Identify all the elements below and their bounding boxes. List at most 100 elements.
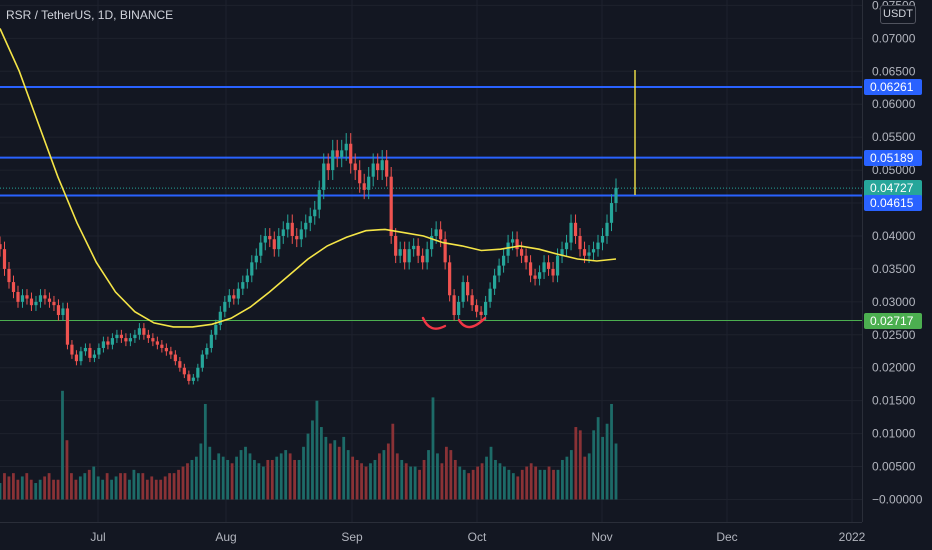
price-axis[interactable]: 0.075000.070000.065000.060000.055000.050…	[872, 0, 923, 507]
candle-body	[241, 282, 245, 289]
candle-body	[407, 249, 411, 263]
candle-body	[371, 163, 375, 177]
volume-bar	[25, 473, 29, 500]
volume-bar	[449, 450, 453, 500]
volume-bar	[605, 423, 609, 500]
volume-bar	[351, 456, 355, 500]
candle-body	[178, 361, 182, 368]
candlesticks	[0, 133, 618, 385]
candle-body	[452, 295, 456, 316]
candle-body	[398, 249, 402, 256]
volume-bar	[136, 473, 140, 500]
volume-bar	[217, 453, 221, 500]
volume-bar	[614, 443, 618, 500]
volume-bar	[177, 469, 180, 500]
volume-bar	[516, 476, 520, 500]
volume-bar	[552, 469, 555, 500]
candle-body	[344, 143, 348, 151]
candle-body	[223, 301, 227, 312]
time-tick-label: Nov	[591, 530, 612, 544]
volume-bar	[529, 463, 533, 500]
candle-body	[425, 249, 429, 263]
candle-body	[146, 334, 150, 339]
volume-bar	[163, 476, 167, 500]
candle-body	[385, 160, 389, 177]
volume-bar	[279, 453, 283, 500]
volume-bar	[453, 459, 457, 500]
candle-body	[151, 338, 155, 342]
volume-bar	[293, 459, 297, 500]
volume-bar	[257, 463, 261, 500]
volume-bar	[556, 469, 560, 500]
price-tick-label: 0.04000	[872, 229, 916, 243]
candle-body	[564, 242, 569, 250]
volume-bar	[342, 436, 346, 500]
volume-bar	[369, 463, 372, 500]
volume-bar	[168, 473, 172, 500]
candle-body	[376, 163, 380, 171]
volume-bar	[159, 479, 163, 500]
volume-bar	[422, 459, 426, 500]
candle-body	[515, 239, 519, 250]
horizontal-levels[interactable]	[0, 86, 862, 322]
volume-bar	[74, 479, 78, 500]
price-tag[interactable]: 0.04615	[864, 195, 922, 212]
volume-bars	[0, 390, 618, 500]
volume-bar	[52, 479, 55, 500]
candle-body	[358, 170, 362, 184]
volume-bar	[226, 459, 230, 500]
volume-bar	[248, 453, 252, 500]
candle-body	[38, 295, 43, 302]
volume-bar	[543, 469, 546, 500]
symbol-title: RSR / TetherUS, 1D, BINANCE	[6, 8, 174, 22]
volume-bar	[324, 436, 328, 500]
volume-bar	[199, 443, 203, 500]
candle-body	[97, 347, 101, 355]
candle-body	[286, 222, 290, 230]
volume-bar	[569, 450, 573, 500]
candle-body	[214, 324, 218, 335]
candle-body	[106, 341, 110, 345]
volume-bar	[333, 440, 337, 500]
price-tick-label: 0.00500	[872, 460, 916, 474]
volume-bar	[471, 469, 475, 500]
volume-bar	[583, 456, 587, 500]
currency-badge[interactable]: USDT	[880, 5, 916, 24]
price-tag[interactable]: 0.05189	[864, 149, 922, 166]
candle-body	[542, 262, 546, 273]
candle-body	[169, 351, 173, 355]
candle-body	[609, 203, 614, 223]
volume-bar	[34, 483, 38, 500]
candle-body	[92, 354, 97, 358]
price-tick-label: 0.03000	[872, 295, 916, 309]
price-tick-label: 0.06500	[872, 64, 916, 78]
candle-body	[133, 334, 137, 339]
candle-body	[34, 301, 38, 306]
volume-bar	[284, 450, 288, 500]
candle-body	[461, 282, 465, 302]
volume-bar	[61, 390, 64, 500]
volume-bar	[244, 446, 247, 500]
price-tag-label: 0.04727	[870, 181, 914, 196]
volume-bar	[181, 466, 185, 500]
volume-bar	[20, 476, 24, 500]
candle-body	[443, 239, 447, 263]
volume-bar	[337, 446, 341, 500]
volume-bar	[315, 400, 319, 500]
volume-bar	[400, 459, 404, 500]
volume-bar	[105, 473, 109, 500]
volume-bar	[360, 463, 363, 500]
time-axis[interactable]: Jul Aug Sep Oct Nov Dec 2022	[90, 530, 865, 544]
volume-bar	[601, 436, 605, 500]
candle-body	[304, 222, 308, 230]
price-tag[interactable]: 0.02717	[864, 312, 922, 329]
volume-bar	[70, 473, 73, 500]
candle-body	[52, 301, 56, 306]
candle-body	[47, 298, 52, 302]
volume-bar	[195, 456, 198, 500]
price-tick-label: 0.01500	[872, 394, 916, 408]
candle-body	[466, 282, 470, 296]
price-tag[interactable]: 0.06261	[864, 79, 922, 96]
volume-bar	[494, 459, 497, 500]
